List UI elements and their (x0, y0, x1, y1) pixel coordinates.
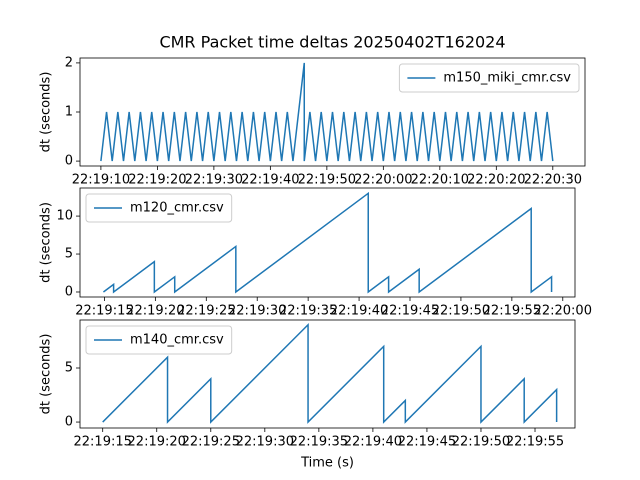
x-tick-label: 22:20:10 (411, 173, 469, 188)
legend: m140_cmr.csv (85, 325, 233, 355)
x-tick-label: 22:19:10 (72, 173, 130, 188)
legend-box (398, 63, 580, 93)
y-tick-label: 5 (65, 247, 73, 262)
legend: m120_cmr.csv (85, 193, 233, 223)
x-tick-label: 22:19:45 (398, 435, 456, 450)
x-tick-label: 22:19:40 (344, 435, 402, 450)
data-line (102, 191, 553, 294)
x-tick-label: 22:20:00 (354, 173, 412, 188)
axes-frame (79, 187, 576, 298)
x-tick-label: 22:19:55 (506, 435, 564, 450)
axes-frame (79, 319, 576, 429)
x-tick-label: 22:19:15 (75, 304, 133, 319)
legend-label: m120_cmr.csv (130, 201, 224, 216)
x-tick-label: 22:19:55 (483, 304, 541, 319)
x-tick-label: 22:19:45 (381, 304, 439, 319)
x-tick-label: 22:19:50 (452, 435, 510, 450)
y-axis-label: dt (seconds) (39, 202, 54, 283)
legend-label: m140_cmr.csv (130, 333, 224, 348)
x-tick-label: 22:20:00 (534, 304, 592, 319)
data-line (102, 322, 558, 424)
y-tick-label: 0 (65, 154, 73, 169)
x-tick-label: 22:19:15 (74, 435, 132, 450)
legend: m150_miki_cmr.csv (398, 63, 580, 93)
chart-title: CMR Packet time deltas 20250402T162024 (159, 33, 505, 52)
x-tick-label: 22:19:40 (330, 304, 388, 319)
x-tick-label: 22:19:50 (432, 304, 490, 319)
x-tick-label: 22:20:30 (524, 173, 582, 188)
x-tick-label: 22:20:20 (467, 173, 525, 188)
x-tick-label: 22:19:20 (126, 304, 184, 319)
legend-box (85, 193, 233, 223)
y-axis-label: dt (seconds) (39, 334, 54, 415)
x-tick-label: 22:19:20 (128, 435, 186, 450)
legend-label: m150_miki_cmr.csv (443, 71, 571, 86)
y-tick-label: 5 (65, 361, 73, 376)
x-tick-label: 22:19:30 (228, 304, 286, 319)
y-tick-label: 10 (56, 209, 73, 224)
x-tick-label: 22:19:40 (241, 173, 299, 188)
x-axis-label: Time (s) (300, 456, 354, 471)
data-line (100, 62, 554, 162)
x-tick-label: 22:19:50 (298, 173, 356, 188)
y-tick-label: 0 (65, 415, 73, 430)
legend-box (85, 325, 233, 355)
x-tick-label: 22:19:35 (290, 435, 348, 450)
y-axis-label: dt (seconds) (39, 72, 54, 153)
x-tick-label: 22:19:25 (177, 304, 235, 319)
x-tick-label: 22:19:20 (128, 173, 186, 188)
x-tick-label: 22:19:30 (236, 435, 294, 450)
x-tick-label: 22:19:35 (279, 304, 337, 319)
y-tick-label: 0 (65, 284, 73, 299)
x-tick-label: 22:19:30 (185, 173, 243, 188)
x-tick-label: 22:19:25 (182, 435, 240, 450)
y-tick-label: 1 (65, 105, 73, 120)
y-tick-label: 2 (65, 55, 73, 70)
